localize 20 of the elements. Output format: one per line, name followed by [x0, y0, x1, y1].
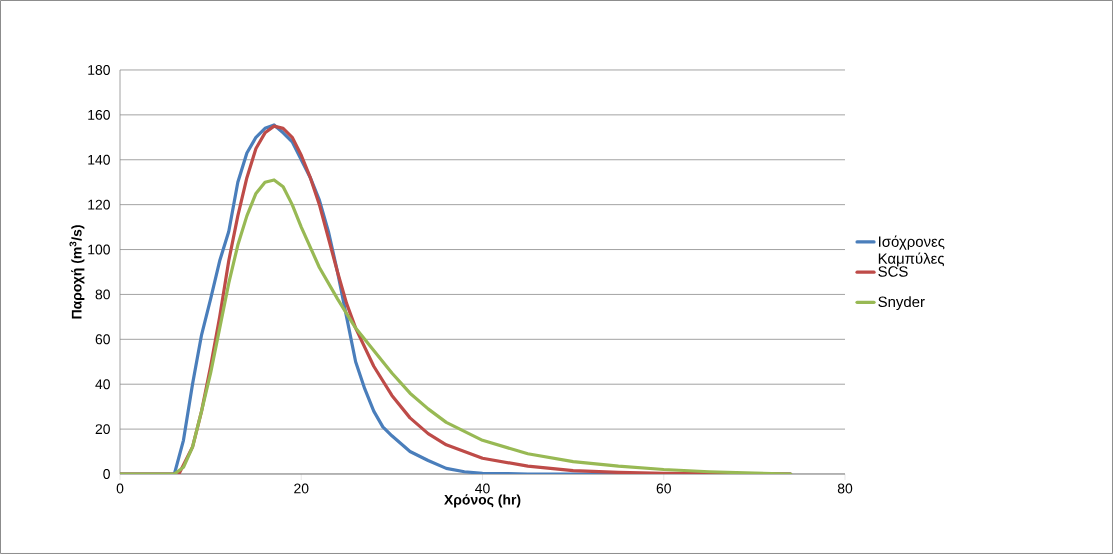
x-tick-label: 80	[837, 483, 853, 494]
x-tick-label: 40	[475, 483, 490, 494]
x-tick-label: 20	[294, 483, 309, 494]
y-tick-label: 20	[95, 424, 110, 435]
y-axis-title: Παροχή (m$^{3}$/s)	[69, 225, 85, 319]
x-axis-title: Χρόνος (hr)	[444, 494, 521, 508]
legend-label: SCS	[878, 266, 908, 277]
y-tick-label: 80	[95, 289, 110, 300]
x-tick-label: 0	[116, 483, 124, 494]
x-tick-label: 60	[656, 483, 671, 494]
y-tick-label: 160	[88, 109, 110, 120]
y-tick-label: 120	[88, 199, 110, 210]
legend-label: Ισόχρονες Καμπύλες	[878, 235, 945, 267]
y-tick-label: 40	[95, 379, 110, 390]
y-tick-label: 180	[88, 65, 110, 75]
y-tick-label: 140	[88, 154, 110, 165]
y-tick-label: 100	[88, 244, 110, 255]
y-tick-label: 0	[103, 469, 110, 479]
legend-label: Snyder	[878, 296, 925, 311]
y-tick-label: 60	[95, 334, 110, 345]
